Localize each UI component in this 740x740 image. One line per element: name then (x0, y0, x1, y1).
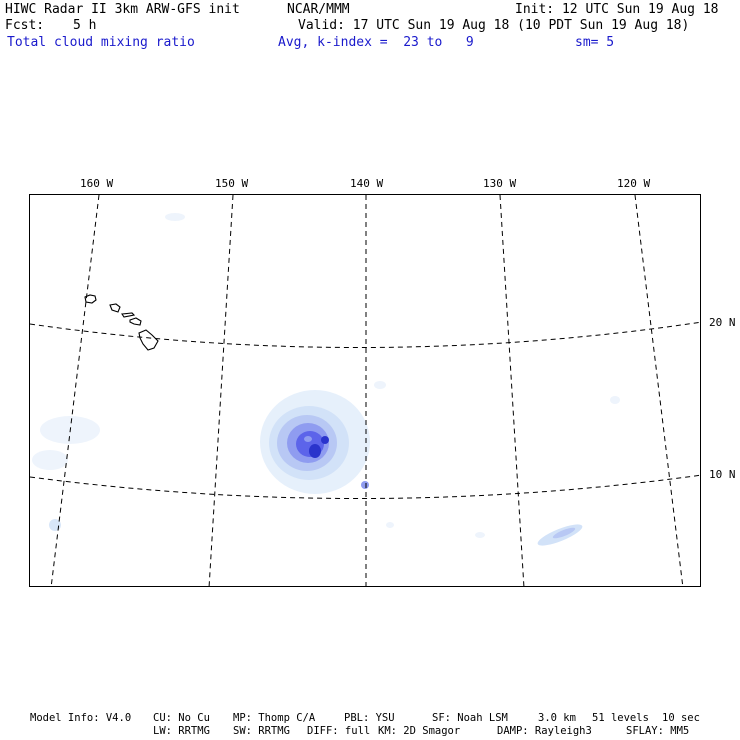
hawaiian-islands (84, 294, 159, 351)
island-oahu (109, 303, 121, 313)
storm-core (309, 444, 321, 458)
model-info: Model Info: V4.0 (30, 712, 132, 724)
longwave-scheme: LW: RRTMG (153, 725, 210, 737)
surface-scheme: SF: Noah LSM (432, 712, 508, 724)
time-step: 10 sec (662, 712, 700, 724)
cloud-patch (374, 381, 386, 389)
vertical-levels: 51 levels (592, 712, 649, 724)
valid-time: Valid: 17 UTC Sun 19 Aug 18 (10 PDT Sun … (298, 18, 690, 33)
latitude-line-20n (30, 321, 700, 349)
island-molokai (121, 312, 136, 318)
longitude-label: 120 W (617, 177, 651, 190)
longitude-line-150w (208, 195, 234, 586)
longitude-line-130w (499, 195, 525, 586)
longitude-label: 150 W (215, 177, 249, 190)
latitude-label: 10 N (709, 468, 736, 481)
latitude-label: 20 N (709, 316, 736, 329)
longitude-line-120w (634, 195, 684, 586)
island-maui (129, 317, 142, 326)
cloud-patch (361, 481, 369, 489)
init-time: Init: 12 UTC Sun 19 Aug 18 (515, 2, 719, 17)
longitude-label: 140 W (350, 177, 384, 190)
microphysics-scheme: MP: Thomp C/A (233, 712, 316, 724)
damping-option: DAMP: Rayleigh3 (497, 725, 592, 737)
cloud-patch (32, 450, 68, 470)
island-big-island (138, 329, 159, 351)
forecast-hour: 5 h (73, 18, 97, 33)
cloud-patch (165, 213, 185, 221)
longitude-grid (50, 195, 684, 586)
storm-eye (304, 436, 312, 442)
cloud-patch (386, 522, 394, 528)
shortwave-scheme: SW: RRTMG (233, 725, 290, 737)
map-canvas (30, 195, 700, 586)
longitude-label: 160 W (80, 177, 114, 190)
plot-title: HIWC Radar II 3km ARW-GFS init (5, 2, 240, 17)
surface-layer-option: SFLAY: MM5 (626, 725, 690, 737)
institution-label: NCAR/MMM (287, 2, 350, 17)
map-panel (29, 194, 701, 587)
longitude-label: 130 W (483, 177, 517, 190)
cloud-cluster (552, 527, 576, 539)
latitude-line-10n (30, 474, 700, 500)
cumulus-scheme: CU: No Cu (153, 712, 210, 724)
pbl-scheme: PBL: YSU (344, 712, 395, 724)
longitude-line-160w (50, 195, 100, 586)
forecast-label: Fcst: (5, 18, 45, 33)
smoothing-info: sm= 5 (575, 35, 615, 50)
field-name: Total cloud mixing ratio (7, 35, 195, 50)
level-average-info: Avg, k-index = 23 to 9 (278, 35, 474, 50)
diffusion-option: DIFF: full (307, 725, 371, 737)
latitude-grid (30, 321, 700, 500)
island-kauai (84, 294, 97, 304)
cloud-patch (475, 532, 485, 538)
storm-core (321, 436, 329, 444)
km-option: KM: 2D Smagor (378, 725, 461, 737)
cloud-patch (610, 396, 620, 404)
grid-resolution: 3.0 km (538, 712, 576, 724)
